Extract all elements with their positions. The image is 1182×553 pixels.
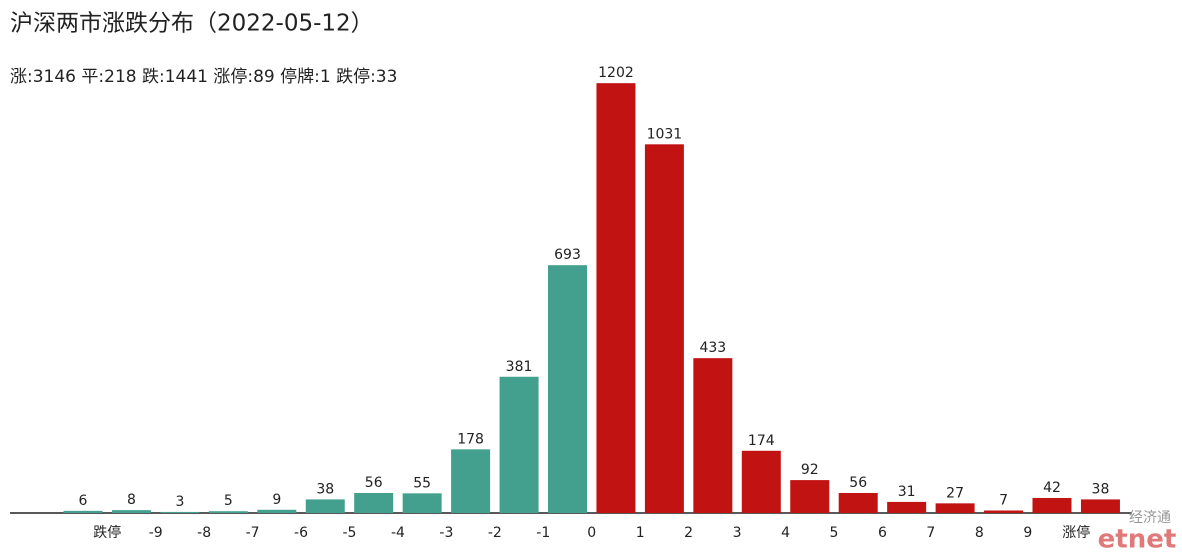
bar	[984, 510, 1024, 513]
bar	[305, 499, 345, 513]
watermark: 经济通	[1129, 510, 1171, 526]
value-label: 56	[849, 475, 867, 491]
bar	[548, 265, 587, 513]
x-tick-label: -3	[439, 525, 453, 541]
x-tick-label: 2	[684, 525, 693, 541]
value-label: 1202	[598, 65, 634, 81]
x-tick-label: 3	[733, 525, 742, 541]
x-tick-label: 跌停	[93, 524, 121, 541]
x-tick-label: 4	[781, 525, 790, 541]
chart-title: 沪深两市涨跌分布（2022-05-12）	[10, 11, 374, 37]
value-label: 27	[946, 485, 964, 501]
value-label: 31	[898, 484, 916, 500]
x-tick-label: 6	[878, 525, 887, 541]
x-tick-label: -8	[197, 525, 211, 541]
value-label: 5	[224, 493, 233, 509]
bar	[354, 492, 394, 513]
x-tick-label: -7	[246, 525, 260, 541]
value-label: 3	[175, 494, 184, 510]
bar	[63, 510, 103, 513]
value-label: 38	[316, 481, 334, 497]
value-label: 56	[365, 475, 383, 491]
watermark: etnet	[1098, 525, 1177, 553]
value-label: 55	[413, 475, 431, 491]
value-label: 8	[127, 492, 136, 508]
x-tick-label: -4	[391, 525, 405, 541]
x-tick-label: 9	[1023, 525, 1032, 541]
bar	[887, 501, 927, 513]
value-label: 7	[999, 492, 1008, 508]
bar	[693, 358, 733, 513]
value-label: 433	[699, 340, 726, 356]
bar	[1080, 499, 1120, 513]
chart-subtitle: 涨:3146 平:218 跌:1441 涨停:89 停牌:1 跌停:33	[10, 67, 397, 87]
value-label: 9	[272, 492, 281, 508]
bar	[935, 503, 975, 513]
x-tick-label: 8	[975, 525, 984, 541]
value-label: 92	[801, 462, 819, 478]
bar	[644, 144, 684, 514]
bar	[1032, 497, 1072, 513]
value-label: 174	[748, 433, 775, 449]
bar	[596, 83, 636, 514]
x-tick-label: -5	[342, 525, 356, 541]
x-tick-label: -6	[294, 525, 308, 541]
bar	[160, 511, 200, 513]
bar	[257, 509, 297, 513]
value-label: 6	[79, 493, 88, 509]
x-tick-label: 0	[587, 525, 596, 541]
value-label: 178	[457, 431, 484, 447]
bar	[499, 376, 539, 513]
x-tick-label: -9	[149, 525, 163, 541]
x-tick-label: 7	[926, 525, 935, 541]
value-label: 693	[554, 247, 581, 263]
bar	[111, 510, 151, 513]
x-tick-label: 5	[830, 525, 839, 541]
x-tick-label: 涨停	[1062, 524, 1090, 541]
bar	[451, 449, 491, 513]
value-label: 38	[1092, 481, 1110, 497]
bar	[790, 480, 830, 513]
x-tick-label: -2	[488, 525, 502, 541]
bar	[208, 511, 248, 513]
bar	[838, 492, 878, 513]
value-label: 42	[1043, 480, 1061, 496]
x-tick-label: 1	[636, 525, 645, 541]
bar	[741, 450, 781, 513]
x-tick-label: -1	[536, 525, 550, 541]
bar	[402, 493, 442, 513]
value-label: 381	[506, 359, 533, 375]
value-label: 1031	[647, 126, 683, 142]
